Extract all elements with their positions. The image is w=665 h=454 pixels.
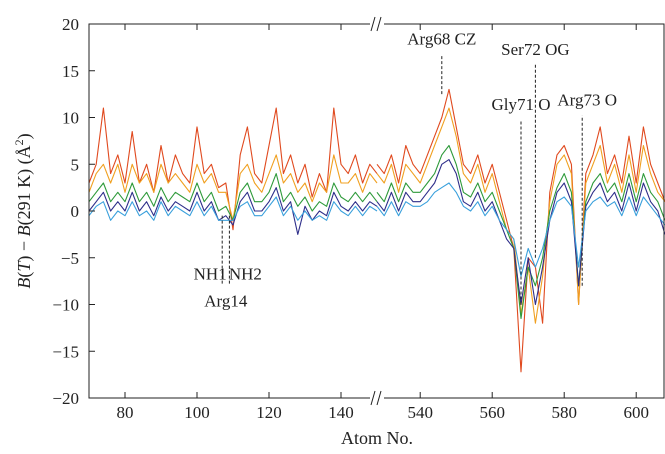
annotation-label-0: Arg68 CZ — [407, 30, 476, 49]
break-slash-top-0 — [370, 16, 376, 32]
annotation-label-4: NH1 — [194, 264, 227, 283]
series-line-0-seg-1 — [376, 88, 665, 373]
axis-ticks: 80 100 120 140 540 560 580 600 −20 −15 −10 −5 0 5 10 15… — [52, 15, 649, 422]
y-axis-title: B(T) − B(291 K) (Å2) — [12, 133, 35, 288]
series-lines — [88, 88, 665, 373]
x-tick-label: 100 — [184, 403, 210, 422]
y-tick-label: −5 — [61, 249, 79, 268]
series-line-2-seg-1 — [376, 144, 665, 320]
annotation-label-1: Ser72 OG — [501, 40, 569, 59]
axis-break-mark — [370, 16, 384, 406]
break-slash-bottom-0 — [370, 390, 376, 406]
y-tick-label: 15 — [62, 62, 79, 81]
series-line-4-seg-0 — [88, 196, 378, 221]
x-tick-label: 80 — [117, 403, 134, 422]
series-line-2-seg-0 — [88, 173, 378, 221]
series-line-4-seg-1 — [376, 182, 665, 277]
y-tick-label: 0 — [71, 202, 80, 221]
x-tick-label: 140 — [328, 403, 354, 422]
series-line-3-seg-0 — [88, 187, 378, 235]
x-tick-label: 540 — [407, 403, 433, 422]
x-tick-label: 560 — [479, 403, 505, 422]
x-axis-title: Atom No. — [341, 428, 413, 448]
y-tick-label: 5 — [71, 155, 80, 174]
x-tick-label: 120 — [256, 403, 282, 422]
annotations: Arg68 CZ Ser72 OG Gly71 O Arg73 O NH1 NH2 Arg1… — [194, 30, 617, 311]
annotation-label-6: Arg14 — [204, 291, 248, 310]
annotation-label-2: Gly71 O — [491, 95, 550, 114]
break-slash-top-1 — [376, 16, 382, 32]
y-tick-label: −10 — [52, 296, 79, 315]
y-tick-label: −15 — [52, 342, 79, 361]
series-line-0-seg-0 — [88, 107, 378, 231]
y-tick-label: −20 — [52, 389, 79, 408]
y-tick-label: 10 — [62, 109, 79, 128]
y-tick-label: 20 — [62, 15, 79, 34]
break-slash-bottom-1 — [376, 390, 382, 406]
annotation-label-3: Arg73 O — [557, 90, 617, 109]
series-line-1-seg-0 — [88, 154, 378, 221]
annotation-label-5: NH2 — [229, 264, 262, 283]
x-tick-label: 580 — [551, 403, 577, 422]
x-tick-label: 600 — [623, 403, 649, 422]
